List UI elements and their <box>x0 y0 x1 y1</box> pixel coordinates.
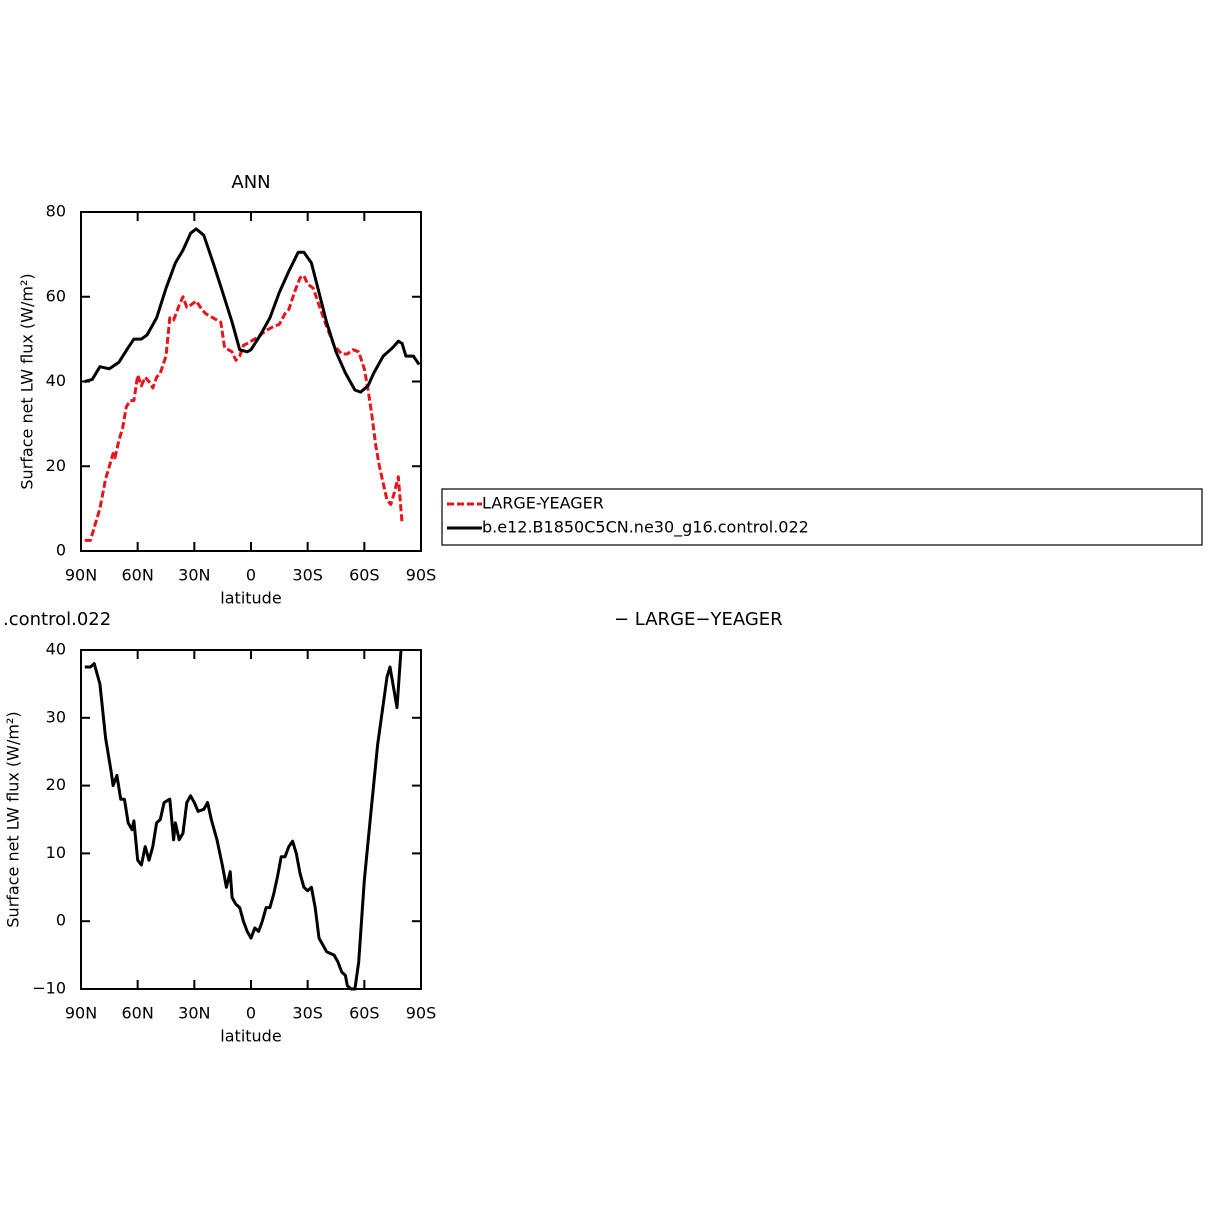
y-axis-label: Surface net LW flux (W/m²) <box>4 711 23 927</box>
x-tick-label: 90S <box>406 566 437 585</box>
y-tick-label: 40 <box>46 640 66 659</box>
chart-title: ANN <box>231 172 270 193</box>
x-tick-label: 30S <box>292 1004 323 1023</box>
x-tick-label: 30S <box>292 566 323 585</box>
y-tick-label: 20 <box>46 775 66 794</box>
y-tick-label: 80 <box>46 202 66 221</box>
x-axis-label: latitude <box>220 589 281 608</box>
legend-box <box>441 488 1203 546</box>
legend-label: LARGE-YEAGER <box>482 494 604 513</box>
y-tick-label: −10 <box>32 979 66 998</box>
y-tick-label: 0 <box>56 911 66 930</box>
x-tick-label: 60N <box>122 1004 154 1023</box>
y-tick-label: 40 <box>46 371 66 390</box>
x-tick-label: 0 <box>246 566 256 585</box>
chart-title: − LARGE−YEAGER <box>614 609 783 630</box>
chart-title: .control.022 <box>3 609 111 630</box>
x-tick-label: 60S <box>349 1004 380 1023</box>
y-tick-label: 20 <box>46 456 66 475</box>
y-axis-label: Surface net LW flux (W/m²) <box>18 273 37 489</box>
x-tick-label: 90S <box>406 1004 437 1023</box>
y-tick-label: 10 <box>46 843 66 862</box>
y-tick-label: 30 <box>46 707 66 726</box>
x-tick-label: 30N <box>178 566 210 585</box>
x-axis-label: latitude <box>220 1027 281 1046</box>
y-tick-label: 60 <box>46 286 66 305</box>
x-tick-label: 60S <box>349 566 380 585</box>
data-line <box>84 227 421 394</box>
data-line <box>84 649 403 991</box>
data-line <box>84 274 404 542</box>
x-tick-label: 60N <box>122 566 154 585</box>
x-tick-label: 90N <box>65 1004 97 1023</box>
x-tick-label: 90N <box>65 566 97 585</box>
y-tick-label: 0 <box>56 541 66 560</box>
x-tick-label: 30N <box>178 1004 210 1023</box>
legend-label: b.e12.B1850C5CN.ne30_g16.control.022 <box>482 518 809 538</box>
x-tick-label: 0 <box>246 1004 256 1023</box>
